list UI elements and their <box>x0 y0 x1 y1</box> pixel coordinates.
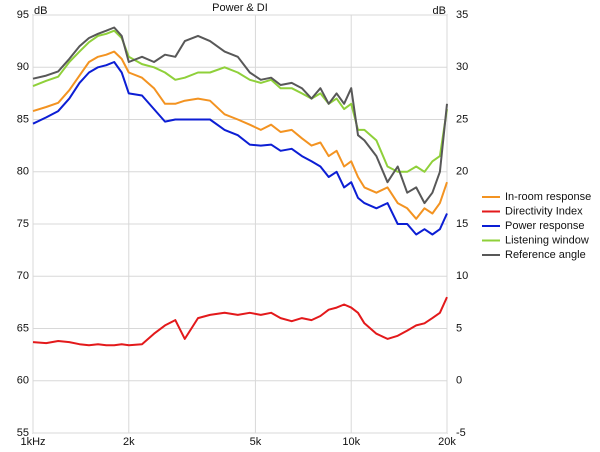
x-tick-label: 10k <box>342 436 360 448</box>
series-line <box>32 50 448 220</box>
y2-tick-label: -5 <box>456 427 466 439</box>
y-tick-label: 75 <box>17 218 29 230</box>
x-tick-label: 20k <box>438 436 456 448</box>
y-tick-label: 65 <box>17 322 29 334</box>
chart-title: Power & DI <box>212 2 268 14</box>
y2-tick-label: 5 <box>456 322 462 334</box>
legend-label: Listening window <box>505 234 589 246</box>
y2-tick-label: 20 <box>456 166 468 178</box>
series-line <box>32 61 448 236</box>
legend-label: Reference angle <box>505 249 586 261</box>
x-tick-label: 1kHz <box>20 436 45 448</box>
series-line <box>32 29 448 173</box>
x-tick-label: 5k <box>250 436 262 448</box>
legend-label: Directivity Index <box>505 205 583 217</box>
y2-tick-label: 10 <box>456 270 468 282</box>
y-tick-label: 80 <box>17 166 29 178</box>
y2-tick-label: 35 <box>456 9 468 21</box>
y2-tick-label: 15 <box>456 218 468 230</box>
legend-label: Power response <box>505 220 585 232</box>
y2-axis-label: dB <box>433 5 446 17</box>
y-tick-label: 55 <box>17 427 29 439</box>
series-line <box>32 296 448 347</box>
y-tick-label: 85 <box>17 113 29 125</box>
y2-tick-label: 30 <box>456 61 468 73</box>
y-tick-label: 70 <box>17 270 29 282</box>
legend-label: In-room response <box>505 191 591 203</box>
y-tick-label: 95 <box>17 9 29 21</box>
y-tick-label: 60 <box>17 375 29 387</box>
y2-tick-label: 25 <box>456 113 468 125</box>
x-tick-label: 2k <box>123 436 135 448</box>
series-line <box>32 26 448 205</box>
y-tick-label: 90 <box>17 61 29 73</box>
y-axis-label: dB <box>34 5 47 17</box>
y2-tick-label: 0 <box>456 375 462 387</box>
